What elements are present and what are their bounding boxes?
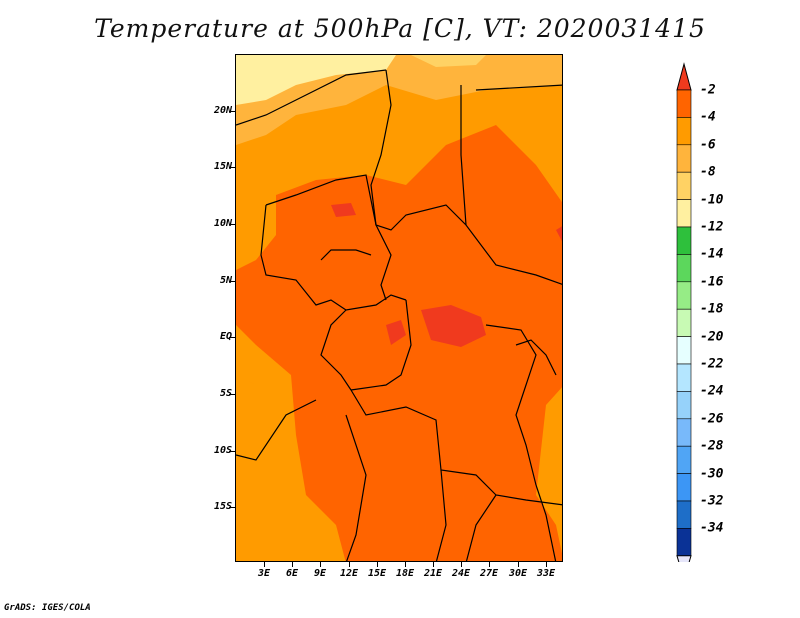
colorbar-top-arrow (676, 62, 692, 91)
latitude-label: 10S (213, 445, 232, 456)
hotspot-contour (386, 320, 406, 345)
colorbar-label: -20 (700, 329, 724, 345)
colorbar-label: -18 (700, 301, 724, 317)
longitude-tick (518, 562, 519, 567)
latitude-tick (229, 394, 235, 395)
longitude-label: 15E (367, 568, 387, 579)
colorbar-label: -6 (700, 137, 716, 153)
latitude-label: 5N (219, 275, 232, 286)
latitude-label: 20N (213, 105, 232, 116)
cool-contour-west (236, 375, 286, 485)
longitude-tick (461, 562, 462, 567)
latitude-tick (229, 167, 235, 168)
longitude-label: 21E (423, 568, 443, 579)
longitude-tick (349, 562, 350, 567)
longitude-tick (405, 562, 406, 567)
longitude-tick (292, 562, 293, 567)
colorbar-label: -22 (700, 356, 724, 372)
map-panel (235, 54, 563, 562)
colorbar-swatch (676, 363, 692, 392)
latitude-label: 15N (213, 161, 232, 172)
colorbar-swatch (676, 89, 692, 118)
latitude-tick (229, 507, 235, 508)
hotspot-contour (421, 305, 486, 347)
latitude-tick (229, 337, 235, 338)
colorbar-swatch (676, 473, 692, 502)
colorbar-swatch (676, 418, 692, 447)
colorbar-swatches (676, 62, 692, 582)
colorbar-bottom-arrow (676, 555, 692, 582)
colorbar-label: -28 (700, 438, 724, 454)
coolest-contour-north (236, 55, 396, 105)
longitude-tick (546, 562, 547, 567)
colorbar-swatch (676, 391, 692, 420)
colorbar-swatch (676, 254, 692, 283)
longitude-label: 30E (508, 568, 528, 579)
longitude-label: 24E (451, 568, 471, 579)
latitude-tick (229, 281, 235, 282)
hotspot-contour (556, 226, 562, 242)
longitude-tick (433, 562, 434, 567)
longitude-tick (264, 562, 265, 567)
colorbar-swatch (676, 336, 692, 365)
country-borders (236, 69, 562, 561)
colorbar-swatch (676, 308, 692, 337)
colorbar-label: -8 (700, 164, 716, 180)
map-title: Temperature at 500hPa [C], VT: 202003141… (94, 14, 706, 43)
latitude-tick (229, 451, 235, 452)
mid-contour-north (411, 55, 486, 67)
colorbar-label: -26 (700, 411, 724, 427)
temperature-field (236, 55, 562, 561)
colorbar-label: -4 (700, 109, 716, 125)
longitude-label: 33E (536, 568, 556, 579)
colorbar-label: -2 (700, 82, 716, 98)
hotspot-contour (331, 203, 356, 217)
colorbar-swatch (676, 445, 692, 474)
latitude-label: EQ (219, 331, 232, 342)
longitude-label: 12E (339, 568, 359, 579)
colorbar-swatch (676, 144, 692, 173)
colorbar-swatch (676, 281, 692, 310)
longitude-label: 6E (285, 568, 299, 579)
colorbar-label: -16 (700, 274, 724, 290)
colorbar-label: -32 (700, 493, 724, 509)
longitude-tick (377, 562, 378, 567)
colorbar-swatch (676, 226, 692, 255)
longitude-label: 3E (257, 568, 271, 579)
colorbar-swatch (676, 117, 692, 146)
latitude-tick (229, 224, 235, 225)
colorbar-label: -10 (700, 192, 724, 208)
colorbar-label: -24 (700, 383, 724, 399)
warm-contour (236, 125, 562, 561)
longitude-label: 27E (479, 568, 499, 579)
latitude-label: 15S (213, 501, 232, 512)
colorbar-label: -30 (700, 466, 724, 482)
colorbar-swatch (676, 171, 692, 200)
colorbar-swatch (676, 199, 692, 228)
latitude-tick (229, 111, 235, 112)
colorbar-label: -12 (700, 219, 724, 235)
latitude-label: 5S (219, 388, 232, 399)
colorbar (676, 62, 692, 582)
latitude-label: 10N (213, 218, 232, 229)
longitude-tick (320, 562, 321, 567)
longitude-label: 18E (395, 568, 415, 579)
longitude-tick (489, 562, 490, 567)
colorbar-swatch (676, 528, 692, 557)
colorbar-swatch (676, 500, 692, 529)
colorbar-label: -34 (700, 520, 724, 536)
software-credit: GrADS: IGES/COLA (4, 603, 91, 613)
colorbar-label: -14 (700, 246, 724, 262)
longitude-label: 9E (313, 568, 327, 579)
